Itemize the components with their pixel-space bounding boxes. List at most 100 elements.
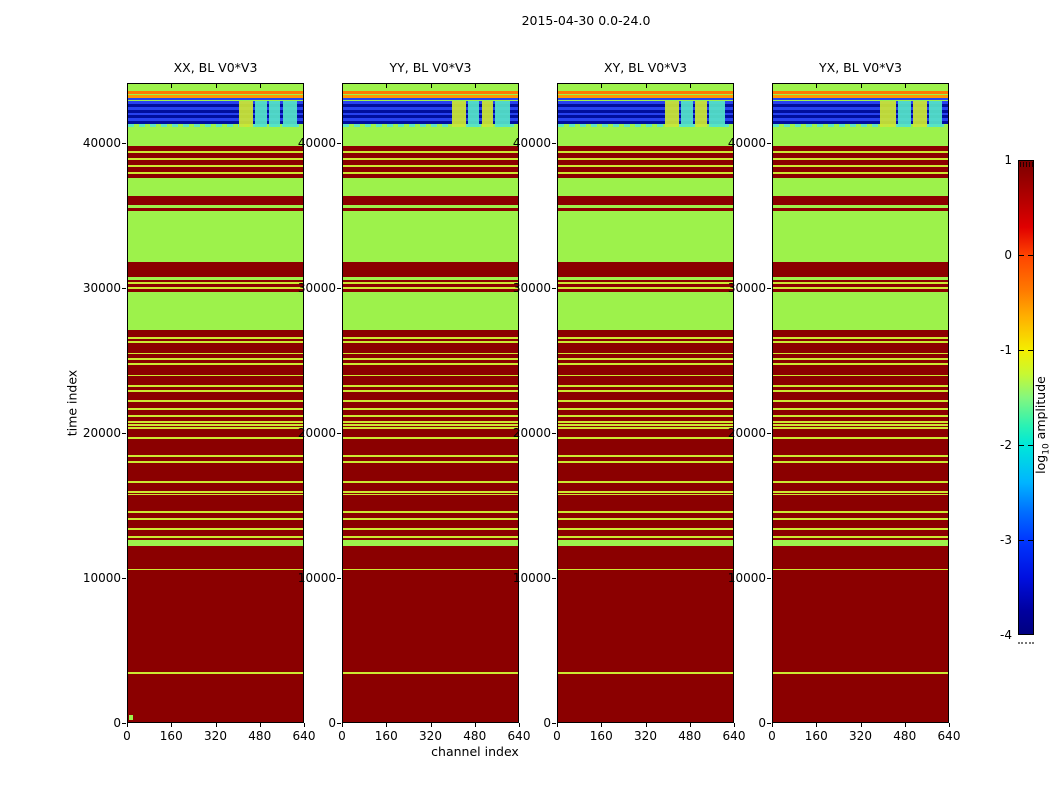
data-stripe [128,164,303,167]
data-stripe [128,437,303,440]
y-tick [337,578,341,579]
data-stripe [343,94,518,98]
data-stripe [773,390,948,392]
data-stripe [773,374,948,377]
data-stripe [343,101,518,105]
blue-band-block [695,101,707,127]
data-stripe [558,539,733,547]
panel-title-yy: YY, BL V0*V3 [389,60,472,75]
data-stripe [558,570,733,673]
data-stripe [773,511,948,513]
x-axis-label: channel index [431,744,519,759]
y-tick [122,288,126,289]
y-tick [337,143,341,144]
x-tick [601,723,603,727]
data-stripe [343,287,518,290]
data-stripe [128,150,303,153]
blue-band-block [467,101,480,127]
x-tick-label: 0 [768,729,776,743]
colorbar-tick-dash [1028,540,1033,541]
data-stripe [773,173,948,178]
data-stripe [128,94,303,98]
y-tick [337,723,341,724]
data-stripe [558,104,733,108]
data-stripe [773,340,948,343]
data-stripe [558,518,733,520]
colorbar-bottom-dots [1018,642,1034,644]
data-stripe [343,98,518,100]
data-stripe [128,171,303,174]
y-tick-label: 30000 [297,281,336,295]
data-stripe [343,400,518,402]
data-stripe [773,287,948,290]
y-tick-label: 0 [113,716,121,730]
x-tick-label: 0 [123,729,131,743]
data-stripe [558,493,733,496]
x-tick-label: 480 [248,729,272,743]
data-stripe [558,157,733,160]
colorbar-tick-dash [1019,350,1024,351]
data-stripe [558,511,733,513]
x-tick-label: 640 [722,729,746,743]
colorbar-tick-label: -2 [1000,438,1012,452]
blue-band-block [879,101,896,127]
y-tick [552,578,556,579]
data-stripe [558,481,733,483]
data-stripe [773,536,948,538]
data-stripe [558,195,733,205]
data-stripe [128,407,303,410]
data-stripe [558,528,733,530]
blue-band-block [451,101,466,127]
colorbar-tick-label: 0 [1004,248,1012,262]
colorbar-tick-dash [1019,445,1024,446]
data-stripe [558,171,733,174]
data-stripe [128,109,303,113]
data-stripe [773,289,948,293]
data-stripe [128,570,303,673]
data-stripe [558,385,733,387]
data-stripe [773,421,948,424]
data-stripe [343,284,518,288]
y-tick-label: 0 [328,716,336,730]
data-stripe [343,352,518,355]
data-stripe [128,330,303,541]
data-stripe [773,330,948,541]
y-tick-label: 40000 [512,136,551,150]
data-stripe [558,352,733,355]
x-tick [519,723,520,727]
data-stripe [128,152,303,158]
data-stripe [343,672,518,675]
data-stripe [558,145,733,151]
y-tick [337,288,341,289]
data-stripe [773,491,948,493]
data-stripe [343,455,518,458]
data-stripe [128,674,303,722]
y-tick-label: 10000 [727,571,766,585]
colorbar-label-pre: log [1032,454,1048,474]
data-stripe [773,166,948,172]
data-stripe [343,374,518,377]
data-stripe [558,282,733,285]
y-tick-label: 40000 [297,136,336,150]
data-stripe [558,280,733,283]
data-stripe [128,118,303,122]
data-stripe [558,121,733,124]
x-tick [949,723,950,727]
data-stripe [558,414,733,417]
data-stripe [558,340,733,343]
data-stripe [558,400,733,402]
colorbar-label-post: amplitude [1032,376,1048,444]
x-tick [215,723,217,727]
colorbar [1018,160,1034,635]
y-tick-label: 10000 [297,571,336,585]
data-stripe [128,363,303,365]
data-stripe [343,164,518,167]
data-stripe [128,421,303,424]
data-stripe [128,374,303,377]
x-tick-top [474,84,476,88]
data-stripe [128,518,303,520]
data-stripe [343,427,518,430]
data-stripe [773,115,948,119]
data-stripe [128,280,303,283]
